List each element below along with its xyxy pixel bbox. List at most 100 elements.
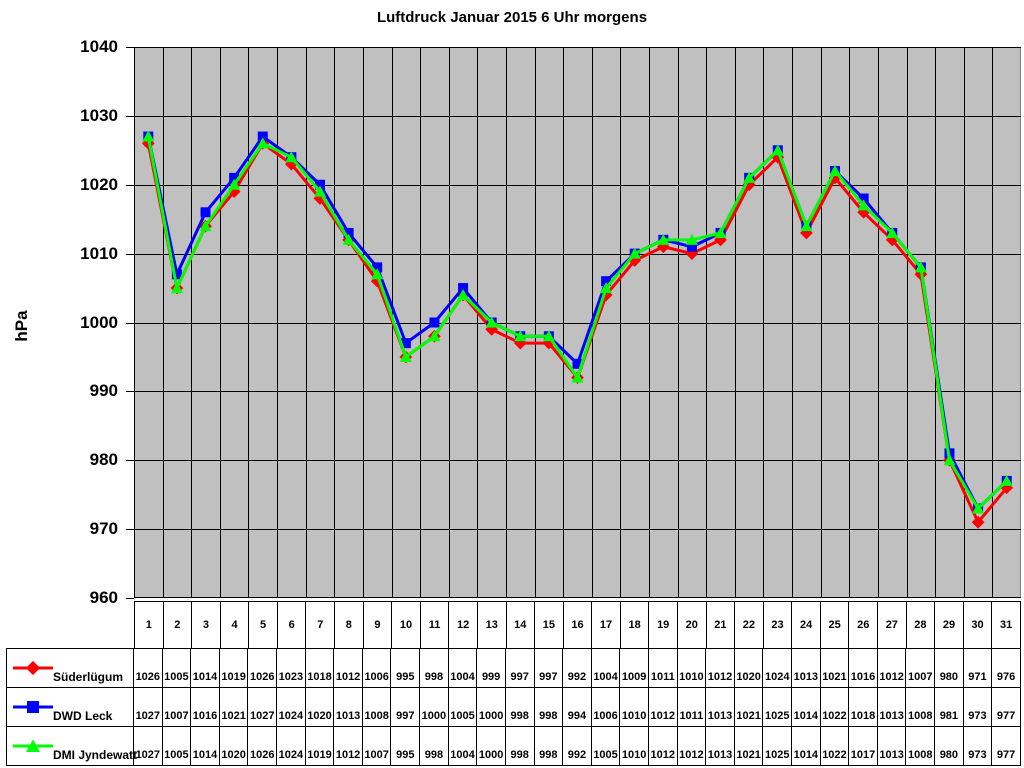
- value-cell: 1027: [248, 688, 278, 726]
- value-cell: 1007: [363, 727, 392, 765]
- triangle-marker: [1000, 474, 1013, 486]
- value-cell: 1006: [592, 688, 621, 726]
- triangle-marker: [914, 261, 927, 273]
- value-cell: 1010: [620, 727, 649, 765]
- day-cell: 26: [849, 602, 879, 648]
- square-marker: [229, 172, 240, 183]
- triangle-marker: [542, 330, 555, 342]
- legend-label: DWD Leck: [53, 709, 113, 723]
- day-cell: 13: [478, 602, 507, 648]
- value-cell: 1024: [277, 727, 306, 765]
- value-cell: 1013: [706, 727, 735, 765]
- value-cell: 997: [506, 649, 535, 687]
- value-cell: 999: [477, 649, 506, 687]
- square-marker: [257, 131, 268, 142]
- day-cell: 20: [678, 602, 707, 648]
- value-cell: 1005: [592, 727, 621, 765]
- value-cell: 973: [964, 688, 993, 726]
- day-cell: 8: [335, 602, 364, 648]
- triangle-marker: [457, 288, 470, 300]
- y-tick-label: 970: [89, 519, 118, 539]
- triangle-marker: [571, 371, 584, 383]
- value-cell: 1000: [477, 688, 506, 726]
- value-cell: 1012: [678, 727, 707, 765]
- square-marker: [686, 241, 697, 252]
- triangle-marker: [685, 233, 698, 245]
- triangle-marker: [170, 282, 183, 294]
- day-cell: 28: [907, 602, 936, 648]
- value-cell: 1026: [248, 727, 278, 765]
- value-cell: 1021: [821, 649, 850, 687]
- day-cell: 10: [392, 602, 421, 648]
- triangle-marker: [199, 220, 212, 232]
- square-legend-icon: [13, 701, 53, 713]
- legend-label: DMI Jyndewatt: [53, 748, 138, 762]
- y-tick-label: 990: [89, 381, 118, 401]
- y-tick-mark: [126, 184, 134, 186]
- value-cell: 1022: [821, 688, 850, 726]
- y-tick-label: 1030: [80, 105, 118, 125]
- triangle-marker: [743, 171, 756, 183]
- value-cell: 998: [506, 688, 535, 726]
- value-cell: 1024: [763, 649, 793, 687]
- value-cell: 1023: [277, 649, 306, 687]
- day-cell: 12: [449, 602, 478, 648]
- triangle-marker: [943, 454, 956, 466]
- triangle-legend-icon: [13, 739, 53, 752]
- diamond-legend-icon: [13, 660, 53, 676]
- y-axis-title: hPa: [12, 310, 31, 342]
- value-cell: 1014: [191, 727, 220, 765]
- y-tick-label: 980: [89, 450, 118, 470]
- square-marker: [572, 358, 583, 369]
- triangle-marker: [800, 220, 813, 232]
- square-marker: [171, 269, 182, 280]
- value-cell: 1018: [849, 688, 878, 726]
- value-cell: 992: [563, 727, 592, 765]
- plot-area: [134, 47, 1021, 598]
- value-cell: 1013: [334, 688, 363, 726]
- y-tick-mark: [126, 253, 134, 255]
- square-marker: [429, 317, 440, 328]
- value-cell: 1012: [878, 649, 907, 687]
- legend-cell: DWD Leck: [7, 688, 134, 726]
- y-tick-mark: [126, 322, 134, 324]
- day-cell: 23: [764, 602, 793, 648]
- y-tick-label: 1040: [80, 37, 118, 56]
- value-cell: 1016: [849, 649, 878, 687]
- square-marker: [400, 338, 411, 349]
- y-tick-mark: [126, 460, 134, 462]
- value-cell: 1013: [706, 688, 735, 726]
- value-cell: 1004: [449, 727, 478, 765]
- chart-title: Luftdruck Januar 2015 6 Uhr morgens: [376, 9, 648, 26]
- day-cell: 3: [192, 602, 221, 648]
- value-cell: 995: [391, 727, 421, 765]
- triangle-marker: [342, 233, 355, 245]
- value-cell: 998: [420, 727, 449, 765]
- y-tick-mark: [126, 47, 134, 48]
- y-tick-label: 1000: [80, 312, 118, 332]
- triangle-marker: [256, 137, 269, 149]
- value-cell: 998: [420, 649, 449, 687]
- day-cell: 4: [221, 602, 250, 648]
- table-row: DWD Leck 1027 1007 1016 1021 1027 1024 1020 1013…: [7, 688, 1020, 727]
- legend-cell: Süderlügum: [7, 649, 134, 687]
- value-cell: 1014: [191, 649, 220, 687]
- value-cell: 1020: [306, 688, 335, 726]
- value-cell: 977: [996, 749, 1016, 761]
- y-tick-label: 1010: [80, 243, 118, 263]
- value-cell: 1005: [163, 649, 192, 687]
- value-cell: 1000: [477, 727, 506, 765]
- day-cell: 18: [621, 602, 650, 648]
- triangle-marker: [285, 151, 298, 163]
- day-cell: 31: [1000, 619, 1013, 631]
- y-tick-label: 960: [89, 588, 118, 607]
- day-cell: 21: [707, 602, 736, 648]
- value-cell: 1013: [792, 649, 821, 687]
- triangle-marker: [829, 164, 842, 176]
- value-cell: 1019: [220, 649, 249, 687]
- value-cell: 1027: [134, 727, 163, 765]
- value-cell: 1025: [763, 688, 793, 726]
- value-cell: 1021: [220, 688, 249, 726]
- triangle-marker: [771, 144, 784, 156]
- triangle-marker: [714, 226, 727, 238]
